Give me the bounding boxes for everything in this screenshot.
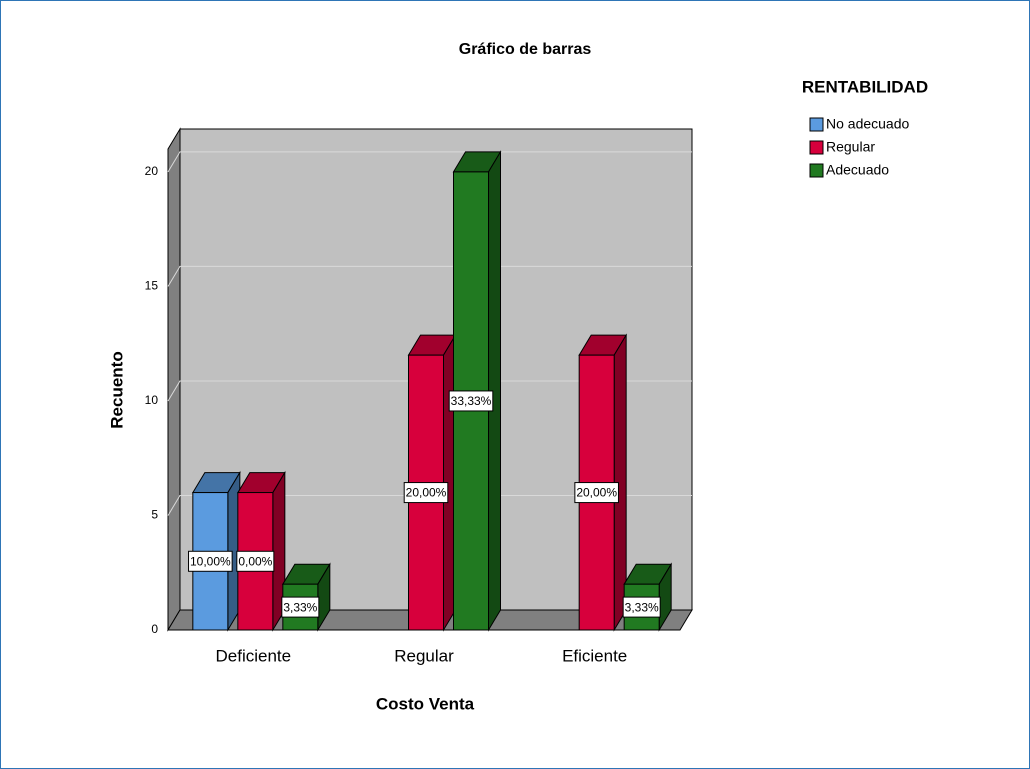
legend-label: Adecuado xyxy=(826,162,889,178)
bar-label-box xyxy=(403,482,449,504)
grid-line xyxy=(167,265,692,287)
y-tick-label: 20 xyxy=(145,164,159,178)
bar-side-shade xyxy=(614,335,627,630)
legend-swatch xyxy=(809,117,824,132)
y-axis-title: Recuento xyxy=(107,351,126,428)
bar-label: 20,00% xyxy=(576,486,617,500)
bar-top-shade xyxy=(237,472,285,493)
bar-top-shade xyxy=(453,151,501,172)
bar-label: 10,00% xyxy=(190,554,231,568)
legend-swatch xyxy=(809,163,824,178)
grid-line xyxy=(167,380,692,402)
bar-top-shade xyxy=(579,335,627,356)
bar-label-box xyxy=(236,550,275,572)
bar-side-shade xyxy=(227,472,240,630)
x-axis-title: Costo Venta xyxy=(376,694,475,713)
bar-side-shade xyxy=(272,472,285,630)
y-tick-label: 0 xyxy=(151,622,158,636)
grid-line xyxy=(167,494,692,516)
x-tick-label: Eficiente xyxy=(562,646,627,665)
legend-swatch xyxy=(809,140,824,155)
bar-label: 20,00% xyxy=(406,486,447,500)
bar-label: 3,33% xyxy=(283,600,317,614)
grid-line xyxy=(167,151,692,173)
x-tick-label: Deficiente xyxy=(216,646,292,665)
bar-side-shade xyxy=(488,151,501,630)
y-tick-label: 10 xyxy=(145,393,159,407)
bar-label-box xyxy=(448,390,494,412)
legend-title: RENTABILIDAD xyxy=(802,77,928,96)
bar-side-shade xyxy=(659,564,672,630)
bar-label-box xyxy=(574,482,619,504)
bar-label: 33,33% xyxy=(451,394,492,408)
x-tick-label: Regular xyxy=(394,646,454,665)
bar-top-shade xyxy=(624,564,672,585)
legend-label: No adecuado xyxy=(826,116,910,132)
bar-top-shade xyxy=(408,335,456,356)
bar-label-box xyxy=(281,596,320,618)
bar-top-shade xyxy=(192,472,240,493)
y-tick-label: 5 xyxy=(151,508,158,522)
legend-label: Regular xyxy=(826,139,875,155)
bar-label-box xyxy=(188,550,233,572)
y-tick-label: 15 xyxy=(145,279,159,293)
bar-top-shade xyxy=(282,564,330,585)
bar-side-shade xyxy=(317,564,330,630)
bar-label: 3,33% xyxy=(625,600,659,614)
bar-label: 0,00% xyxy=(238,554,272,568)
chart-title: Gráfico de barras xyxy=(459,41,592,58)
side-wall xyxy=(167,127,181,632)
bar-label-box xyxy=(622,596,661,618)
